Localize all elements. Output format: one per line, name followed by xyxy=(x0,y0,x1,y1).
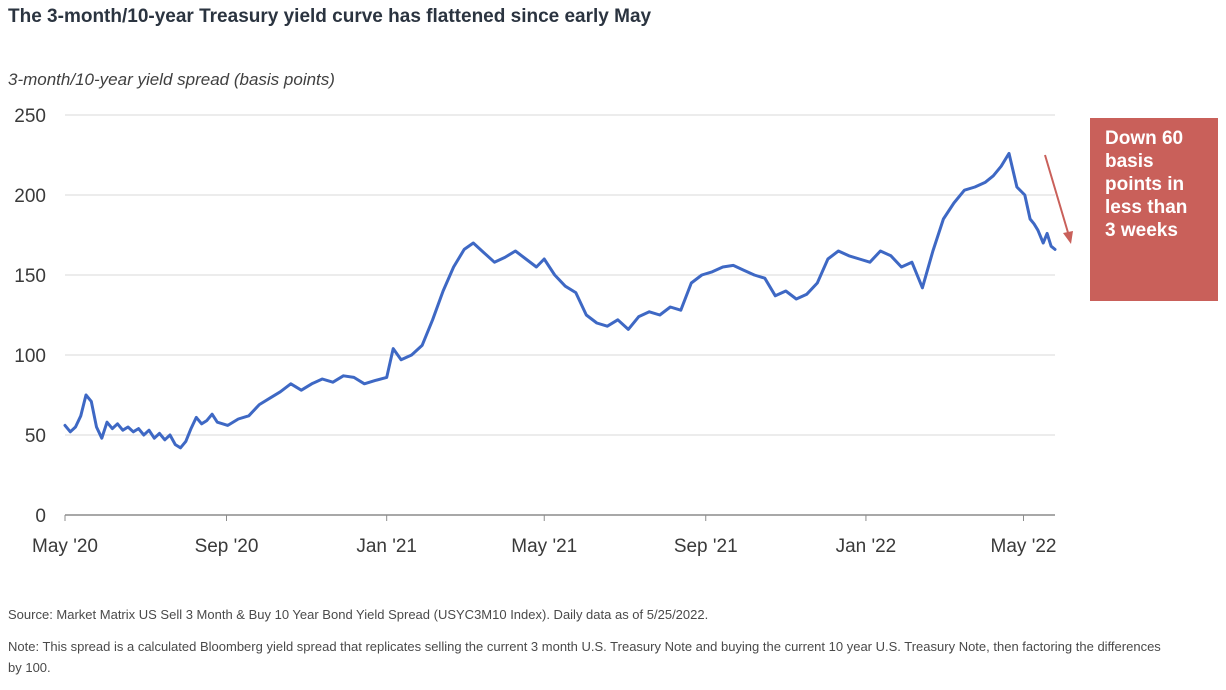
y-tick-labels: 0 50 100 150 200 250 xyxy=(14,106,46,527)
callout-line: basis xyxy=(1105,151,1154,172)
gridlines xyxy=(64,114,1055,521)
callout-line: less than xyxy=(1105,197,1188,218)
x-tick-label: Sep '21 xyxy=(674,536,738,557)
chart-title: The 3-month/10-year Treasury yield curve… xyxy=(8,6,652,27)
x-tick-label: May '21 xyxy=(511,536,577,557)
arrow-head xyxy=(1063,231,1073,244)
callout-line: Down 60 xyxy=(1105,128,1184,149)
y-axis-label: 3-month/10-year yield spread (basis poin… xyxy=(8,70,335,89)
y-tick-label: 100 xyxy=(14,346,46,367)
callout-box: Down 60 basis points in less than 3 week… xyxy=(1090,118,1218,301)
arrow-shaft xyxy=(1044,154,1070,237)
footnote: Note: This spread is a calculated Bloomb… xyxy=(8,639,1161,675)
y-tick-label: 200 xyxy=(14,186,46,207)
series-layer xyxy=(63,151,1057,450)
x-tick-label: May '20 xyxy=(32,536,98,557)
callout-line: 3 weeks xyxy=(1105,220,1178,241)
callout-line: points in xyxy=(1105,174,1185,195)
y-tick-label: 250 xyxy=(14,106,46,127)
source-note: Source: Market Matrix US Sell 3 Month & … xyxy=(8,607,709,622)
x-tick-label: Sep '20 xyxy=(195,536,259,557)
y-tick-label: 0 xyxy=(35,506,46,527)
x-tick-label: Jan '22 xyxy=(836,536,897,557)
series-line xyxy=(63,151,1057,450)
x-tick-labels: May '20 Sep '20 Jan '21 May '21 Sep '21 Jan '… xyxy=(32,536,1056,557)
y-tick-label: 150 xyxy=(14,266,46,287)
down-arrow-annotation xyxy=(1044,154,1073,244)
x-tick-label: May '22 xyxy=(991,536,1057,557)
y-tick-label: 50 xyxy=(25,426,46,447)
x-tick-label: Jan '21 xyxy=(356,536,417,557)
